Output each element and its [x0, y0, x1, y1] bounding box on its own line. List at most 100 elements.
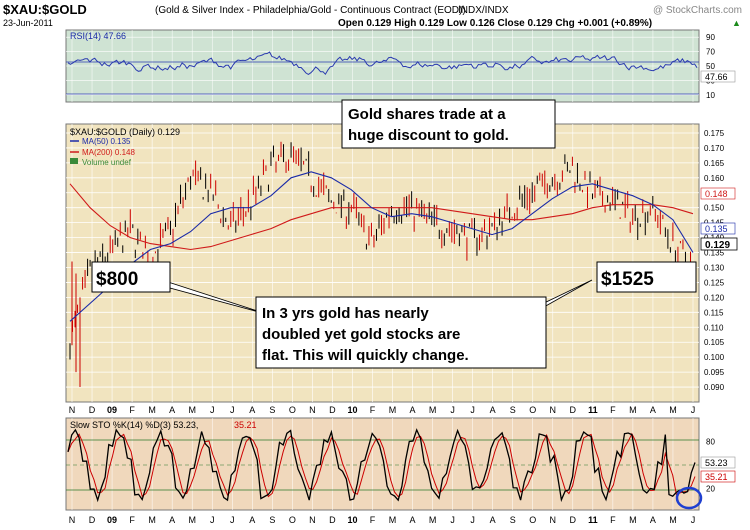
price-tick-label: 0.095	[704, 368, 725, 377]
sto-tick-label: 20	[706, 484, 715, 493]
x-axis-month-label: A	[490, 405, 496, 415]
sto-d-value: 35.21	[705, 472, 728, 482]
price-tick-label: 0.150	[704, 204, 725, 213]
x-axis-month-label: N	[550, 405, 557, 415]
x-axis-month-label: 09	[107, 515, 117, 525]
annotation-thesis-line2: doubled yet gold stocks are	[262, 326, 460, 343]
price-tick-label: 0.125	[704, 278, 725, 287]
sto-label-k: Slow STO %K(14) %D(3) 53.23,	[70, 420, 198, 430]
x-axis-month-label: 11	[588, 515, 598, 525]
price-tick-label: 0.175	[704, 129, 725, 138]
chart-header: $XAU:$GOLD (Gold & Silver Index - Philad…	[3, 2, 742, 29]
ma200-legend-label: MA(200) 0.148	[82, 148, 135, 157]
price-panel: $XAU:$GOLD (Daily) 0.129 MA(50) 0.135 MA…	[65, 99, 738, 403]
x-axis-month-label: M	[429, 515, 437, 525]
rsi-tick-label: 10	[706, 91, 715, 100]
price-tick-label: 0.165	[704, 159, 725, 168]
x-axis-month-label: J	[470, 515, 475, 525]
x-axis-month-label: A	[410, 515, 416, 525]
x-axis-month-label: M	[389, 405, 397, 415]
ma200-value-tag	[700, 187, 736, 200]
price-tick-label: 0.090	[704, 383, 725, 392]
x-axis-month-label: 10	[347, 405, 357, 415]
x-axis-month-label: J	[470, 405, 475, 415]
last-value: 0.129	[705, 240, 730, 251]
volume-legend-label: Volume undef	[82, 158, 132, 167]
price-tick-label: 0.115	[704, 308, 724, 317]
annotation-thesis-line3: flat. This will quickly change.	[262, 347, 469, 364]
x-axis-month-label: M	[188, 405, 196, 415]
symbol-title: $XAU:$GOLD	[3, 2, 87, 17]
chart-date: 23-Jun-2011	[3, 18, 53, 28]
price-tick-label: 0.120	[704, 293, 725, 302]
sto-label-d: 35.21	[234, 420, 257, 430]
ma50-line	[69, 171, 694, 322]
x-axis-month-label: F	[370, 405, 376, 415]
x-axis-month-label: M	[148, 515, 156, 525]
x-axis-month-label: D	[329, 405, 336, 415]
x-axis-month-label: O	[289, 515, 296, 525]
annotation-1525: $1525	[601, 269, 654, 290]
highlight-circle	[675, 486, 703, 510]
exchange-label: INDX/INDX	[458, 5, 509, 16]
x-axis-month-label: J	[691, 405, 696, 415]
x-axis-month-label: N	[69, 515, 76, 525]
annotation-thesis-line1: In 3 yrs gold has nearly	[262, 305, 429, 322]
x-axis-month-label: D	[89, 515, 96, 525]
ma50-value: 0.135	[705, 224, 728, 234]
x-axis-month-label: A	[410, 405, 416, 415]
sto-d-value-tag	[700, 470, 736, 483]
annotation-box-800	[91, 261, 171, 293]
x-axis-month-label: A	[249, 515, 255, 525]
sto-k-value: 53.23	[705, 458, 728, 468]
annotation-box-1525	[596, 261, 697, 293]
x-axis-month-label: M	[629, 515, 637, 525]
x-axis-month-label: M	[669, 405, 677, 415]
rsi-series-line	[67, 51, 698, 76]
up-arrow-icon: ▲	[732, 18, 741, 28]
sto-tick-label: 80	[706, 438, 715, 447]
volume-legend-swatch	[70, 158, 78, 164]
sto-k-line	[67, 428, 696, 503]
x-axis-month-label: M	[669, 515, 677, 525]
price-tick-label: 0.160	[704, 174, 725, 183]
x-axis-month-label: J	[450, 405, 455, 415]
x-axis-month-label: A	[169, 515, 175, 525]
x-axis-month-label: F	[610, 515, 616, 525]
x-axis-month-label: D	[570, 515, 577, 525]
price-tick-label: 0.110	[704, 323, 724, 332]
x-axis-month-label: N	[69, 405, 76, 415]
x-axis-month-label: 11	[588, 405, 598, 415]
x-axis-month-label: N	[309, 515, 316, 525]
price-axis-ticks: 0.1750.1700.1650.1600.1550.1500.1450.140…	[704, 129, 725, 392]
ma200-line	[69, 183, 694, 251]
price-tick-label: 0.100	[704, 353, 725, 362]
ma200-value: 0.148	[705, 189, 728, 199]
sto-k-value-tag	[700, 456, 736, 469]
x-axis-month-label: S	[269, 515, 275, 525]
quote-line: Open 0.129 High 0.129 Low 0.126 Close 0.…	[338, 18, 652, 29]
x-axis-month-label: J	[450, 515, 455, 525]
price-tick-label: 0.105	[704, 338, 725, 347]
rsi-tick-label: 70	[706, 48, 715, 57]
x-axis-month-label: F	[610, 405, 616, 415]
x-axis-month-label: J	[210, 515, 215, 525]
x-axis-month-label: 09	[107, 405, 117, 415]
x-axis-month-label: S	[510, 405, 516, 415]
x-axis-month-label: J	[691, 515, 696, 525]
x-axis-month-label: J	[230, 405, 235, 415]
annotation-discount-line2: huge discount to gold.	[348, 127, 509, 144]
x-axis-month-label: A	[169, 405, 175, 415]
ma50-value-tag	[700, 222, 736, 235]
price-tick-label: 0.130	[704, 263, 725, 272]
rsi-panel: RSI(14) 47.66 9070503010 47.66	[65, 29, 736, 103]
x-axis-month-label: O	[529, 405, 536, 415]
symbol-description: (Gold & Silver Index - Philadelphia/Gold…	[155, 5, 466, 16]
rsi-value-tag	[700, 70, 736, 83]
x-axis-month-label: M	[188, 515, 196, 525]
x-axis-month-label: D	[329, 515, 336, 525]
x-axis-month-label: M	[429, 405, 437, 415]
x-axis-month-label: A	[490, 515, 496, 525]
price-title: $XAU:$GOLD (Daily) 0.129	[70, 127, 180, 137]
stochastic-gridlines	[66, 418, 699, 510]
